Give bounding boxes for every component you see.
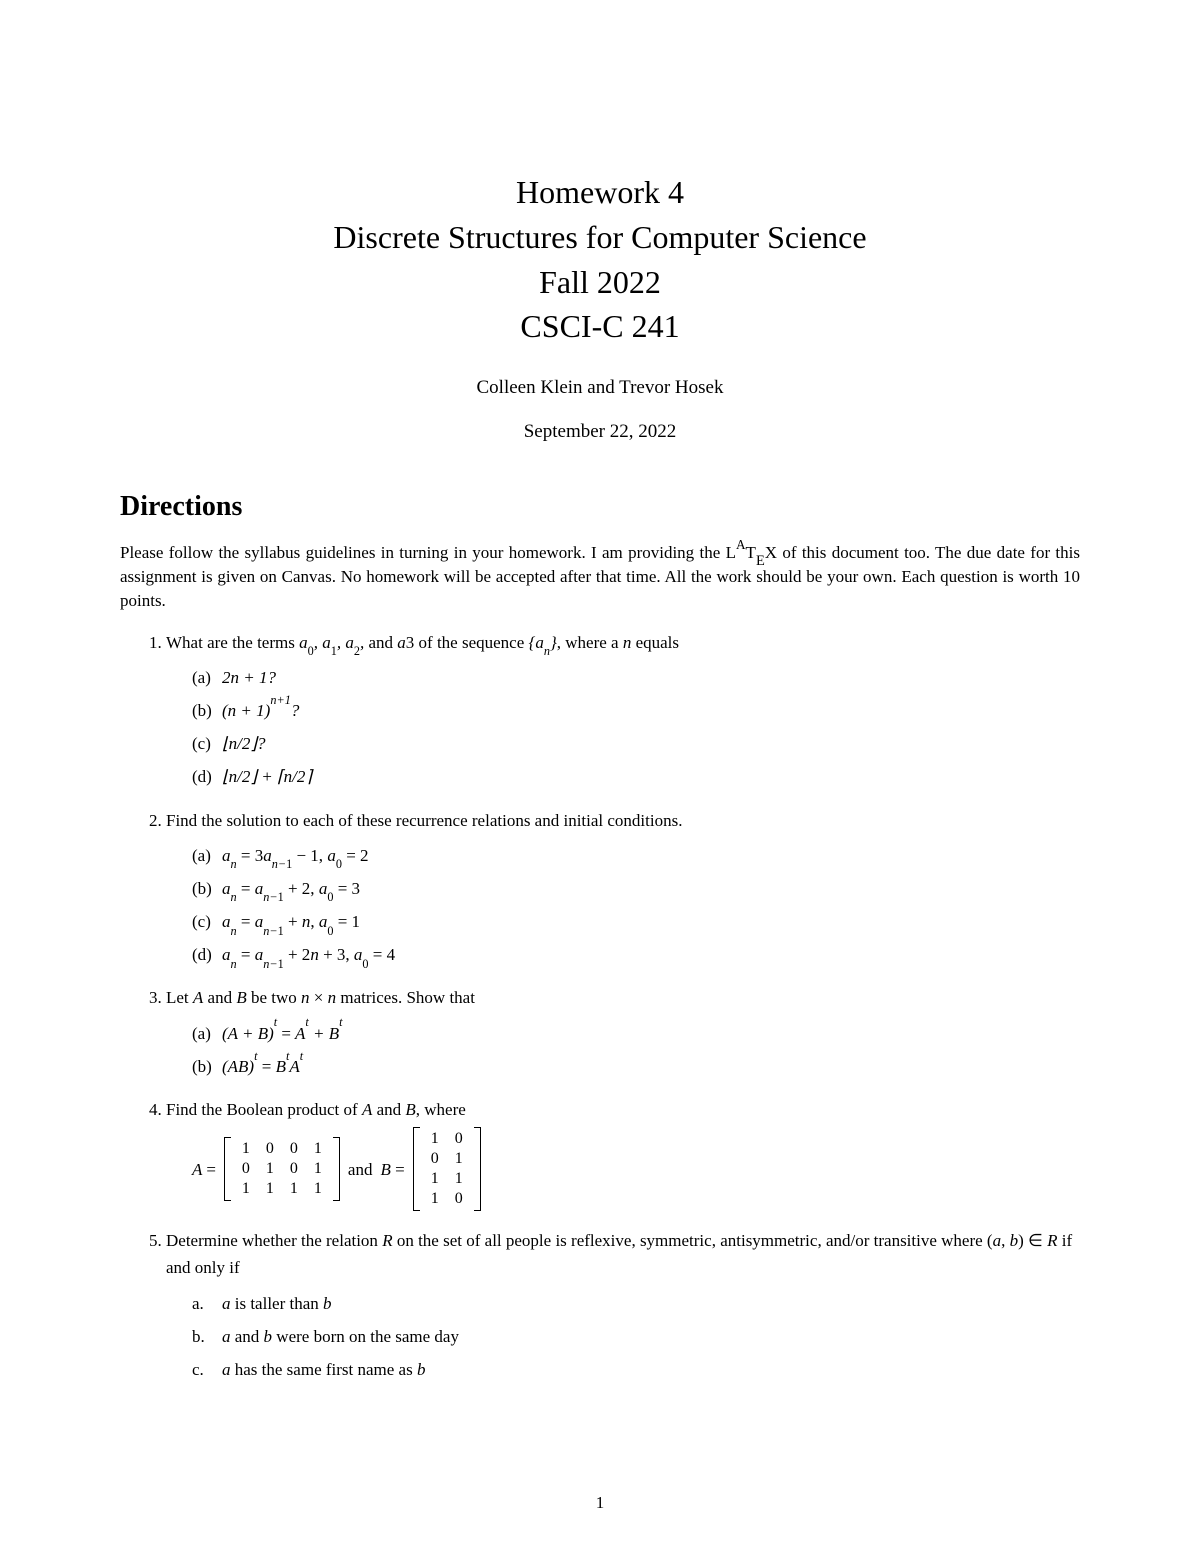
q3a: (a)(A + B)t = At + Bt: [192, 1020, 1080, 1047]
latex-logo: LATEX: [726, 543, 777, 562]
problem-5: Determine whether the relation R on the …: [166, 1227, 1080, 1383]
q5a: a.a is taller than b: [192, 1290, 1080, 1317]
title-line-1: Homework 4: [120, 170, 1080, 215]
problem-2: Find the solution to each of these recur…: [166, 807, 1080, 969]
q1-term-a3: a3: [397, 633, 414, 652]
problem-1: What are the terms a0, a1, a2, and a3 of…: [166, 629, 1080, 791]
q1c: (c)⌊n/2⌋?: [192, 730, 1080, 757]
title-line-3: Fall 2022: [120, 260, 1080, 305]
problem-4: Find the Boolean product of A and B, whe…: [166, 1096, 1080, 1211]
q2d: (d)an = an−1 + 2n + 3, a0 = 4: [192, 941, 1080, 968]
q1-stem-pre: What are the terms: [166, 633, 299, 652]
directions-paragraph: Please follow the syllabus guidelines in…: [120, 541, 1080, 612]
q1-terms: a0, a1, a2,: [299, 633, 364, 652]
q1-stem-post: equals: [631, 633, 679, 652]
q1b: (b)(n + 1)n+1?: [192, 697, 1080, 724]
B-label: B =: [380, 1156, 404, 1183]
date: September 22, 2022: [120, 421, 1080, 443]
directions-pre: Please follow the syllabus guidelines in…: [120, 543, 726, 562]
q2c: (c)an = an−1 + n, a0 = 1: [192, 908, 1080, 935]
title-line-2: Discrete Structures for Computer Science: [120, 215, 1080, 260]
document-page: Homework 4 Discrete Structures for Compu…: [0, 0, 1200, 1553]
matrix-B: 10011110: [413, 1127, 481, 1211]
q1d: (d)⌊n/2⌋ + ⌈n/2⌉: [192, 763, 1080, 790]
q1-seq: {an}: [529, 633, 557, 652]
matrix-A: 100101011111: [224, 1137, 340, 1201]
q5c: c.a has the same first name as b: [192, 1356, 1080, 1383]
and-label: and: [348, 1156, 373, 1183]
q1-subparts: (a)2n + 1? (b)(n + 1)n+1? (c)⌊n/2⌋? (d)⌊…: [166, 664, 1080, 791]
title-line-4: CSCI-C 241: [120, 304, 1080, 349]
q2b: (b)an = an−1 + 2, a0 = 3: [192, 875, 1080, 902]
q2a: (a)an = 3an−1 − 1, a0 = 2: [192, 842, 1080, 869]
matrix-line: A = 100101011111 and B = 10011110: [166, 1127, 1080, 1211]
problem-list: What are the terms a0, a1, a2, and a3 of…: [120, 629, 1080, 1384]
q1a: (a)2n + 1?: [192, 664, 1080, 691]
title-block: Homework 4 Discrete Structures for Compu…: [120, 170, 1080, 349]
q2-subparts: (a)an = 3an−1 − 1, a0 = 2 (b)an = an−1 +…: [166, 842, 1080, 969]
q5b: b.a and b were born on the same day: [192, 1323, 1080, 1350]
page-number: 1: [0, 1493, 1200, 1513]
A-label: A =: [192, 1156, 216, 1183]
problem-3: Let A and B be two n × n matrices. Show …: [166, 984, 1080, 1080]
section-heading: Directions: [120, 491, 1080, 523]
q3-subparts: (a)(A + B)t = At + Bt (b)(AB)t = BtAt: [166, 1020, 1080, 1080]
q3b: (b)(AB)t = BtAt: [192, 1053, 1080, 1080]
q2-stem: Find the solution to each of these recur…: [166, 811, 682, 830]
q5-subparts: a.a is taller than b b.a and b were born…: [166, 1290, 1080, 1384]
authors: Colleen Klein and Trevor Hosek: [120, 377, 1080, 399]
